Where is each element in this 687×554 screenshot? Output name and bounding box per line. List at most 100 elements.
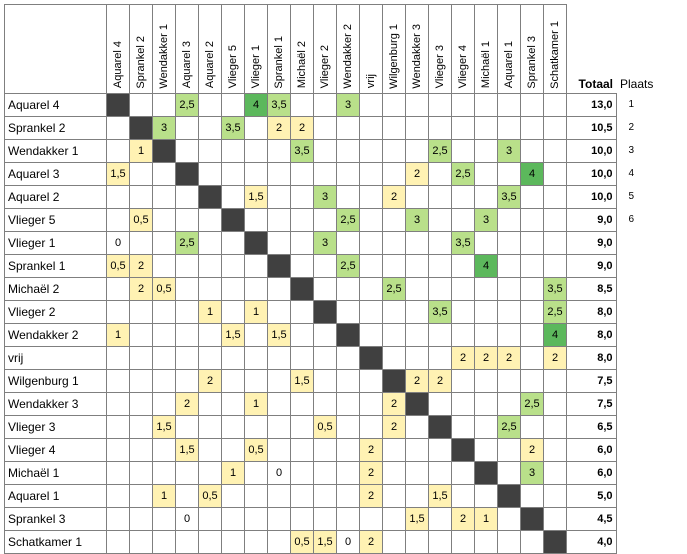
score-cell <box>152 299 176 324</box>
score-cell <box>336 437 360 462</box>
score-cell: 1,5 <box>405 506 429 531</box>
score-cell: 1,5 <box>428 483 452 508</box>
place-cell <box>616 507 669 530</box>
score-cell <box>474 184 498 209</box>
score-cell: 2 <box>451 506 475 531</box>
column-header: Vlieger 2 <box>313 4 337 94</box>
table-row: Aquarel 3 1,5 2 2,5 4 10,0 4 <box>4 161 670 186</box>
score-cell <box>520 207 544 232</box>
score-cell <box>497 506 521 531</box>
score-cell <box>497 460 521 485</box>
score-cell: 3,5 <box>221 115 245 140</box>
score-cell <box>198 230 222 255</box>
column-header-label: Vlieger 5 <box>227 45 239 89</box>
score-cell <box>106 460 130 485</box>
score-cell <box>520 276 544 301</box>
score-cell <box>359 299 383 324</box>
score-cell <box>336 391 360 416</box>
score-cell: 2,5 <box>428 138 452 163</box>
score-cell <box>175 253 199 278</box>
score-cell: 1,5 <box>313 529 337 554</box>
score-cell <box>244 138 268 163</box>
score-cell <box>520 253 544 278</box>
row-name: Schatkamer 1 <box>4 529 107 554</box>
score-cell <box>382 207 406 232</box>
column-header: Wendakker 2 <box>336 4 360 94</box>
score-cell <box>336 368 360 393</box>
score-cell: 2,5 <box>175 92 199 117</box>
table-row: Michaël 2 2 0,5 2,5 3,5 8,5 <box>4 276 670 301</box>
column-header-label: Aquarel 2 <box>204 41 216 89</box>
score-cell <box>175 529 199 554</box>
score-cell: 2,5 <box>382 276 406 301</box>
score-cell: 3 <box>474 207 498 232</box>
score-cell <box>474 529 498 554</box>
score-cell: 3,5 <box>543 276 567 301</box>
score-cell <box>428 161 452 186</box>
place-cell: 2 <box>628 122 635 133</box>
score-cell <box>290 391 314 416</box>
score-cell <box>497 161 521 186</box>
score-cell <box>175 115 199 140</box>
score-cell <box>474 414 498 439</box>
score-cell: 1 <box>129 138 153 163</box>
score-cell <box>175 276 199 301</box>
table-row: Vlieger 2 1 1 3,5 2,5 8,0 <box>4 299 670 324</box>
score-cell: 2 <box>520 437 544 462</box>
score-cell <box>221 276 245 301</box>
score-cell: 2 <box>543 345 567 370</box>
diagonal-cell <box>520 506 544 531</box>
score-cell: 1,5 <box>152 414 176 439</box>
score-cell <box>451 138 475 163</box>
score-cell: 3 <box>152 115 176 140</box>
score-cell <box>405 115 429 140</box>
score-cell <box>543 506 567 531</box>
score-cell <box>382 506 406 531</box>
score-cell: 1,5 <box>244 184 268 209</box>
score-cell <box>497 322 521 347</box>
score-cell <box>336 115 360 140</box>
score-cell <box>221 92 245 117</box>
score-cell <box>198 276 222 301</box>
score-cell <box>428 437 452 462</box>
column-header-label: Sprankel 1 <box>273 35 285 89</box>
score-cell <box>152 368 176 393</box>
score-cell <box>221 184 245 209</box>
score-cell <box>198 322 222 347</box>
score-cell <box>428 345 452 370</box>
score-cell <box>428 529 452 554</box>
score-cell: 3,5 <box>428 299 452 324</box>
score-cell <box>198 391 222 416</box>
place-cell <box>616 369 669 392</box>
score-cell <box>267 230 291 255</box>
score-cell <box>451 299 475 324</box>
column-header-label: Aquarel 3 <box>181 41 193 89</box>
score-cell <box>221 391 245 416</box>
place-cell <box>616 392 669 415</box>
score-cell <box>175 414 199 439</box>
score-cell: 2 <box>290 115 314 140</box>
score-cell <box>543 483 567 508</box>
score-cell <box>313 92 337 117</box>
table-row: Sprankel 2 3 3,5 2 2 10,5 2 <box>4 115 670 140</box>
score-cell <box>313 506 337 531</box>
score-cell <box>152 437 176 462</box>
row-name: vrij <box>4 345 107 370</box>
score-cell <box>382 115 406 140</box>
score-cell <box>336 506 360 531</box>
score-cell <box>129 322 153 347</box>
score-cell <box>267 391 291 416</box>
score-cell <box>129 230 153 255</box>
score-cell <box>221 368 245 393</box>
row-name: Michaël 1 <box>4 460 107 485</box>
diagonal-cell <box>428 414 452 439</box>
score-cell <box>290 230 314 255</box>
score-cell <box>244 207 268 232</box>
score-cell <box>244 414 268 439</box>
diagonal-cell <box>175 161 199 186</box>
score-cell <box>106 529 130 554</box>
row-name: Vlieger 1 <box>4 230 107 255</box>
score-cell <box>129 506 153 531</box>
table-row: Vlieger 4 1,5 0,5 2 2 6,0 <box>4 437 670 462</box>
place-cell: 6 <box>628 214 635 225</box>
